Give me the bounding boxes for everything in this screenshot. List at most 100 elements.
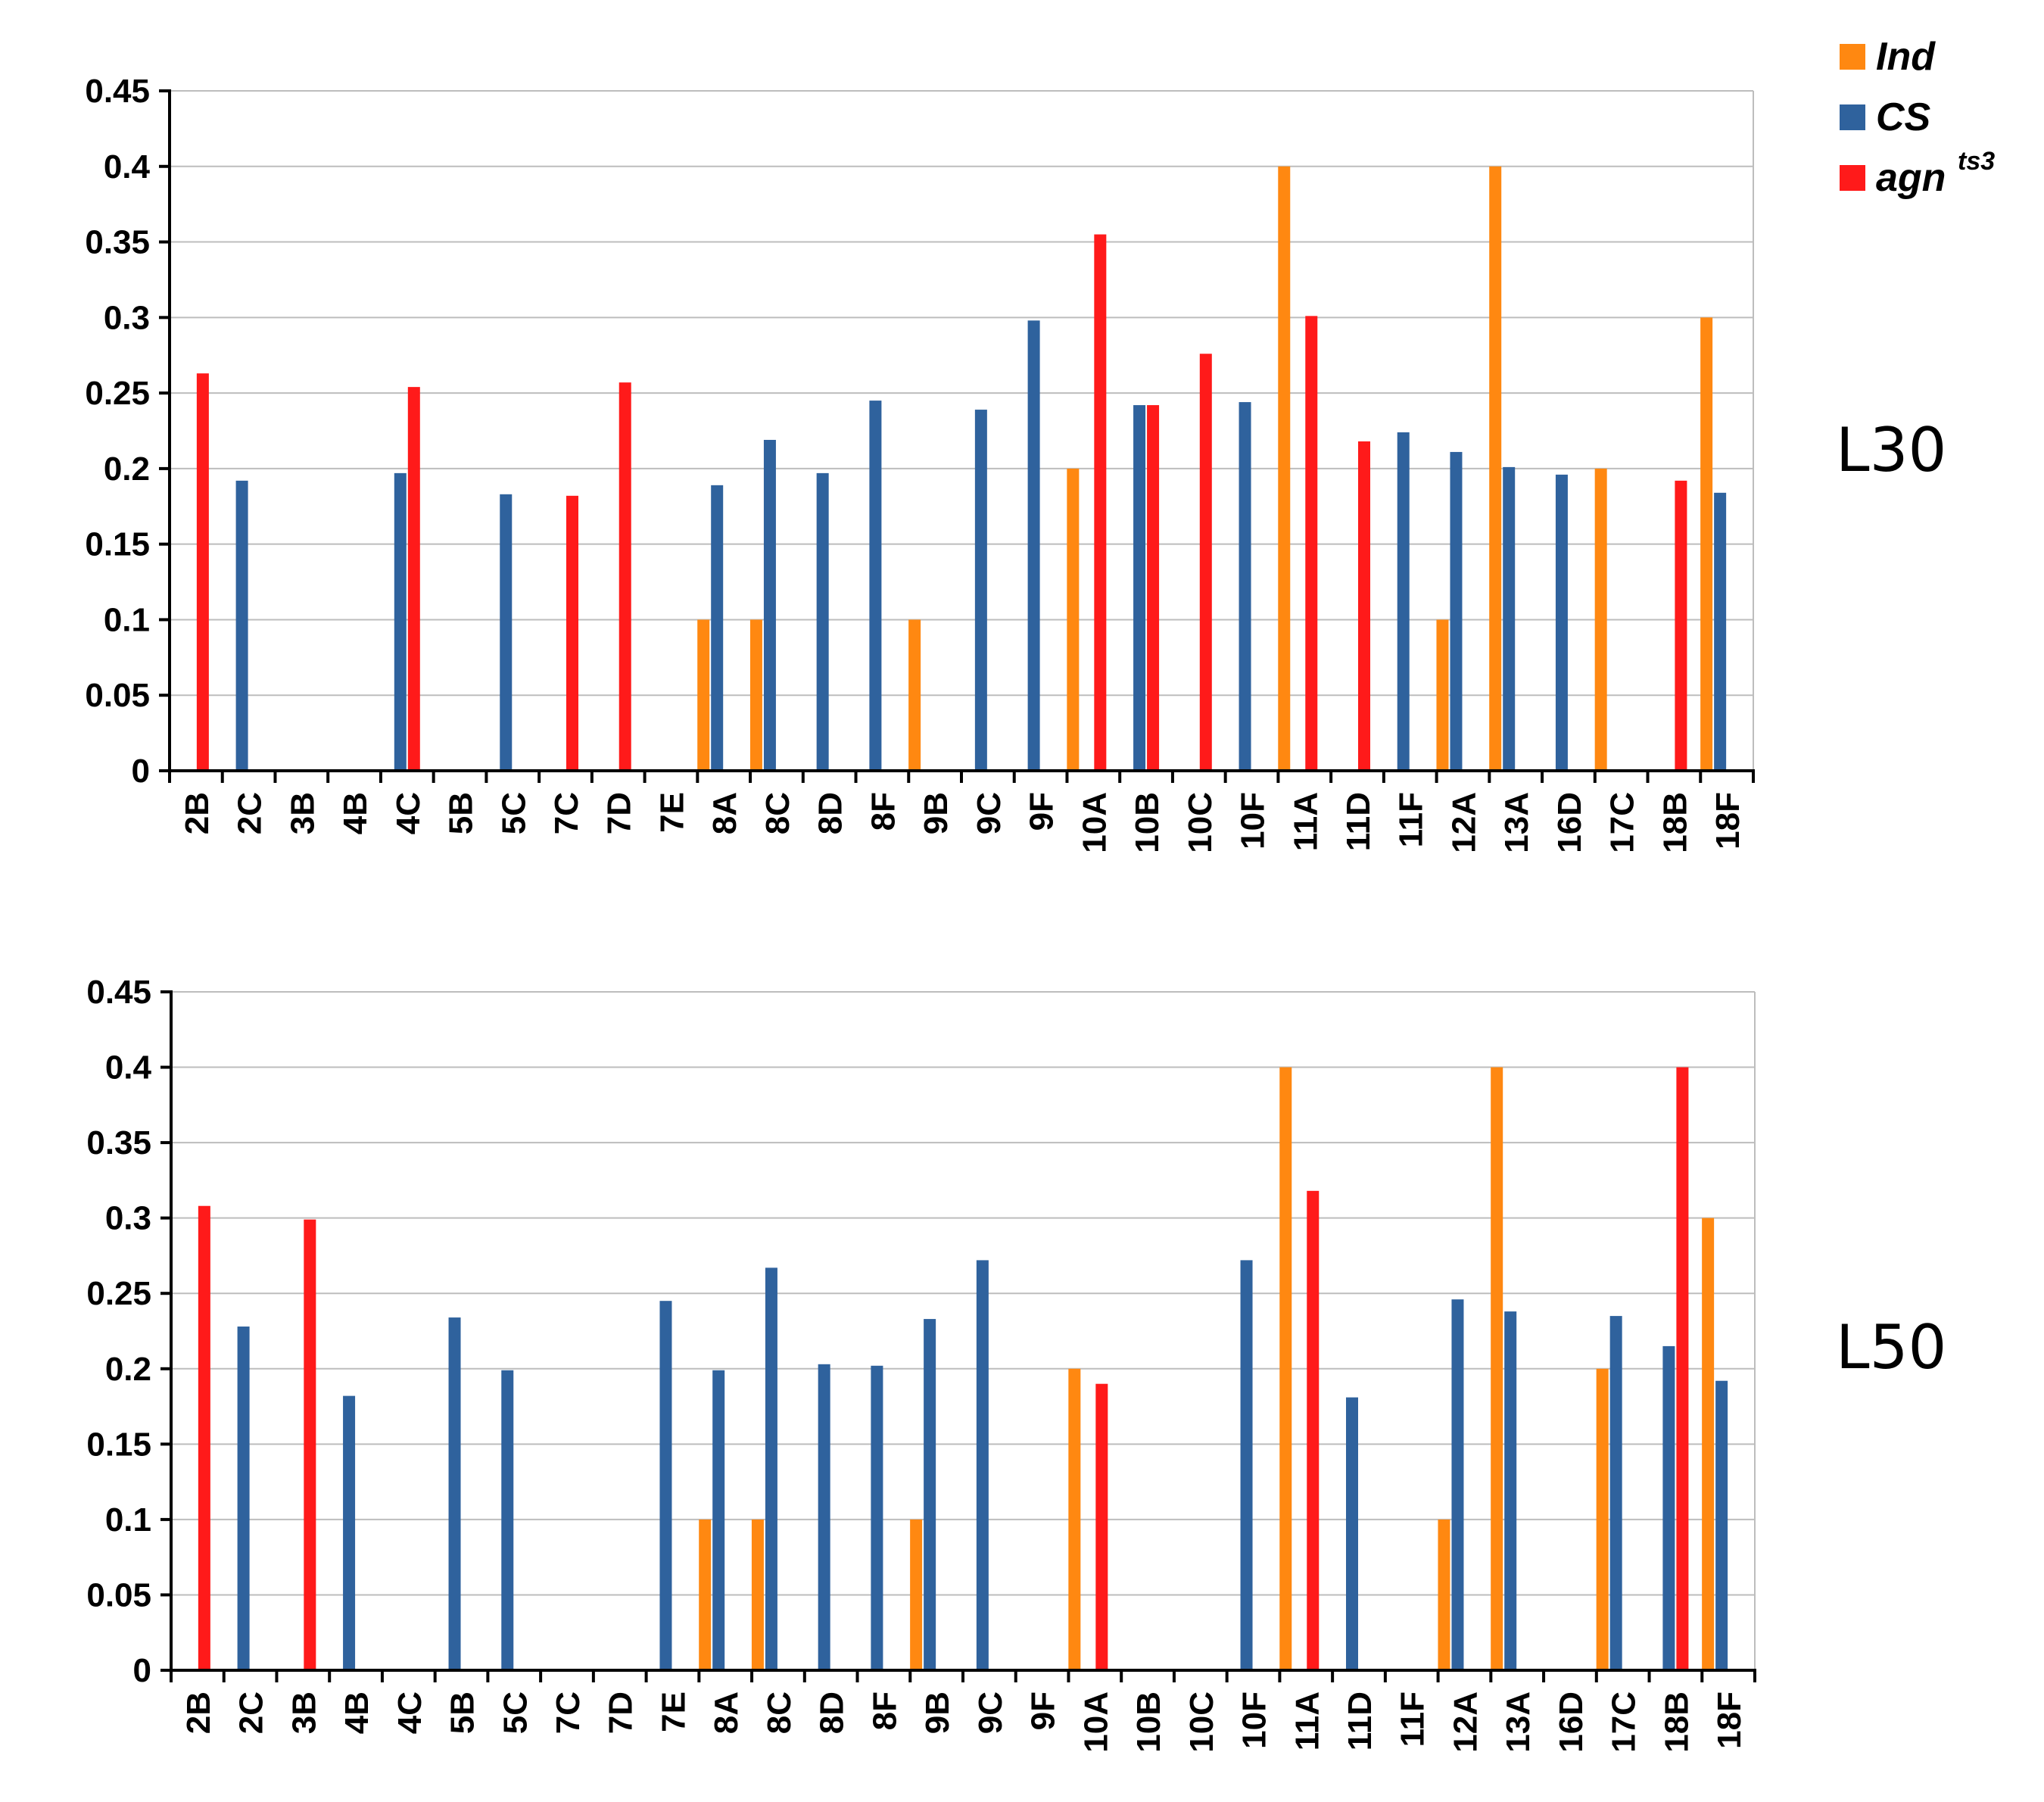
l30-y-tick-label: 0.25 <box>85 375 150 412</box>
l30-bar-agn-11d <box>1358 441 1370 771</box>
l50-bar-ind-13a <box>1491 1067 1503 1670</box>
l30-bar-agn-7c <box>566 495 578 771</box>
l30-bar-cs-12a <box>1450 451 1463 771</box>
l30-bar-ind-10a <box>1067 468 1080 771</box>
l50-x-tick-label-10c: 10C <box>1183 1691 1220 1753</box>
l30-bar-agn-18b <box>1675 480 1687 771</box>
panel-label-l50: L50 <box>1836 1312 1946 1383</box>
panel-label-l30: L30 <box>1836 415 1946 485</box>
l50-x-tick-label-11d: 11D <box>1341 1691 1379 1751</box>
l50-bar-cs-8f <box>871 1365 883 1670</box>
l50-bar-cs-13a <box>1504 1311 1517 1670</box>
l50-y-tick-label: 0.3 <box>105 1200 151 1237</box>
l30-x-tick-label-11a: 11A <box>1287 792 1324 851</box>
l30-bar-ind-17c <box>1594 468 1607 771</box>
l30-x-tick-label-2c: 2C <box>232 792 269 834</box>
l50-x-tick-label-9c: 9C <box>972 1691 1009 1734</box>
l30-bar-cs-5c <box>500 494 513 771</box>
l30-x-tick-label-10f: 10F <box>1235 792 1272 850</box>
l30-x-tick-label-13a: 13A <box>1498 792 1535 853</box>
l50-x-tick-label-11f: 11F <box>1394 1691 1432 1747</box>
l30-y-tick-label: 0.35 <box>85 224 150 261</box>
l50-y-tick-label: 0.35 <box>86 1124 151 1161</box>
l30-bar-agn-2b <box>196 373 209 771</box>
l50-x-tick-label-4b: 4B <box>338 1691 375 1734</box>
l30-bar-cs-18f <box>1714 492 1727 771</box>
l30-bar-ind-8a <box>697 619 710 771</box>
l30-bar-cs-10f <box>1239 402 1251 771</box>
l30-y-tick-label: 0.1 <box>104 601 150 638</box>
l50-y-tick-label: 0.4 <box>105 1049 152 1086</box>
l30-bar-ind-11a <box>1278 166 1291 771</box>
l50-y-tick-label: 0.45 <box>86 974 151 1011</box>
l30-x-tick-label-2b: 2B <box>179 792 216 834</box>
l30-x-tick-label-8c: 8C <box>759 792 796 834</box>
l50-bar-ind-12a <box>1438 1519 1450 1670</box>
l50-x-tick-label-12a: 12A <box>1447 1691 1484 1753</box>
l30-x-tick-label-4c: 4C <box>390 792 427 834</box>
l30-y-tick-label: 0.3 <box>104 299 150 336</box>
l50-x-tick-label-10a: 10A <box>1077 1691 1114 1753</box>
l50-x-tick-label-9b: 9B <box>919 1691 956 1734</box>
l30-bar-ind-9b <box>908 619 921 771</box>
l30-x-tick-label-16d: 16D <box>1551 792 1588 853</box>
l30-bar-cs-8d <box>816 472 829 771</box>
chart-panel-l50: 0 0.05 0.1 0.15 0.2 0.25 0.3 0.35 0.4 0.45 2B 2C 3B 4… <box>86 974 1756 1753</box>
l50-bar-ind-9b <box>910 1519 923 1670</box>
l30-x-tick-label-8a: 8A <box>706 792 743 834</box>
l30-bar-cs-8f <box>869 401 882 771</box>
l50-x-tick-label-8c: 8C <box>761 1691 798 1734</box>
l50-bar-cs-8c <box>765 1267 777 1670</box>
l50-x-tick-label-10b: 10B <box>1130 1691 1167 1753</box>
l30-bar-ind-12a <box>1436 619 1449 771</box>
l50-x-tick-label-13a: 13A <box>1500 1691 1537 1753</box>
l30-x-tick-label-8d: 8D <box>812 792 849 834</box>
l30-x-tick-label-11d: 11D <box>1340 792 1377 851</box>
l50-bar-cs-8d <box>818 1364 830 1670</box>
legend-label-agn: agn <box>1876 156 1946 200</box>
l30-bar-agn-11a <box>1305 316 1318 771</box>
l50-bar-cs-18f <box>1715 1380 1728 1670</box>
l30-x-tick-label-3b: 3B <box>284 792 321 834</box>
l50-bar-cs-7e <box>659 1301 672 1670</box>
l30-bar-ind-8c <box>749 619 762 771</box>
l30-x-tick-label-9f: 9F <box>1024 792 1061 831</box>
legend: Ind CS agn ts3 <box>1840 35 1995 200</box>
l50-x-tick-label-7c: 7C <box>550 1691 587 1734</box>
l50-y-tick-label: 0.05 <box>86 1576 151 1613</box>
l50-bar-cs-18b <box>1662 1345 1675 1670</box>
l30-y-tick-label: 0.05 <box>85 677 150 714</box>
l50-bar-cs-5c <box>501 1370 514 1670</box>
l30-bar-agn-10c <box>1199 354 1212 771</box>
l50-bar-cs-5b <box>448 1317 461 1670</box>
l30-bar-agn-4c <box>407 387 420 771</box>
l50-y-tick-label: 0.2 <box>105 1351 151 1388</box>
l50-bar-ind-10a <box>1068 1368 1081 1670</box>
l50-y-tick-label: 0.15 <box>86 1426 151 1463</box>
l30-x-tick-label-18f: 18F <box>1709 792 1746 850</box>
l50-x-tick-label-10f: 10F <box>1236 1691 1273 1749</box>
l50-bar-cs-2c <box>237 1327 250 1670</box>
l50-bar-ind-8c <box>751 1519 764 1670</box>
l50-bar-cs-10f <box>1240 1260 1253 1670</box>
l50-y-tick-label: 0.25 <box>86 1275 151 1312</box>
l50-x-tick-label-9f: 9F <box>1025 1691 1062 1730</box>
l50-x-tick-label-16d: 16D <box>1553 1691 1590 1753</box>
l50-bar-cs-12a <box>1451 1299 1464 1670</box>
l50-bar-cs-4b <box>343 1395 356 1670</box>
l30-x-tick-label-4b: 4B <box>337 792 374 834</box>
l30-x-tick-label-17c: 17C <box>1604 792 1641 853</box>
l30-x-tick-label-9c: 9C <box>971 792 1008 834</box>
l50-bar-cs-8a <box>712 1370 725 1670</box>
l30-y-tick-label: 0.45 <box>85 73 150 110</box>
l50-x-tick-label-7d: 7D <box>603 1691 640 1734</box>
l30-x-tick-label-11f: 11F <box>1393 792 1430 847</box>
l50-x-tick-label-11a: 11A <box>1288 1691 1326 1751</box>
l50-y-tick-label: 0 <box>133 1652 151 1689</box>
l30-bar-cs-16d <box>1555 474 1568 771</box>
l30-x-tick-label-12a: 12A <box>1445 792 1482 853</box>
l30-x-tick-label-7c: 7C <box>548 792 585 834</box>
l50-y-tick-label: 0.1 <box>105 1501 151 1539</box>
l50-x-tick-label-5b: 5B <box>444 1691 481 1734</box>
